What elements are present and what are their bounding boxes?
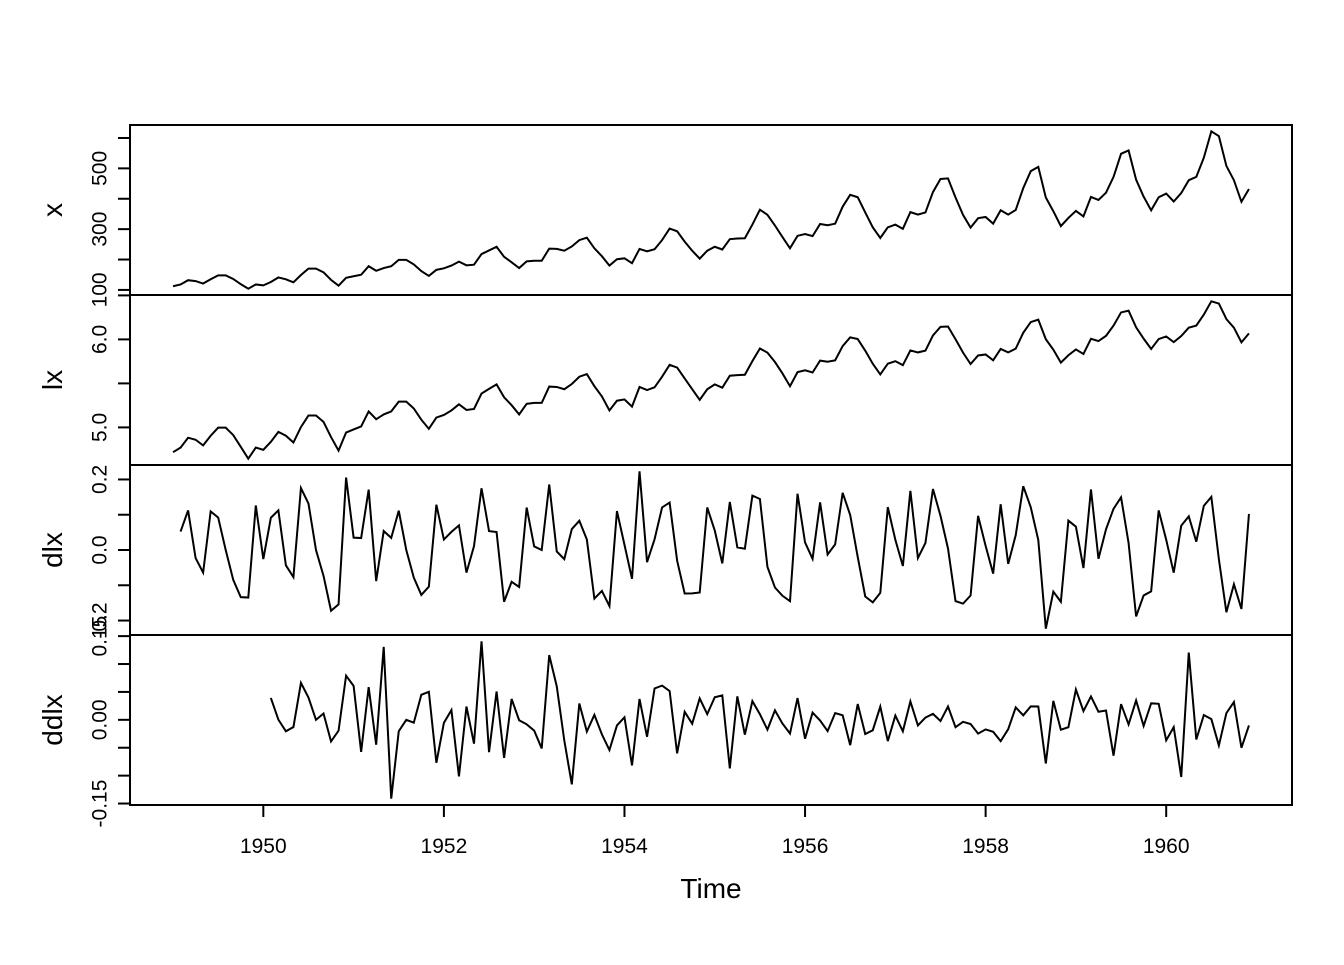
x-tick-label: 1954 bbox=[601, 835, 648, 858]
x-tick-label: 1960 bbox=[1143, 835, 1190, 858]
y-tick-label-lx: 6.0 bbox=[88, 325, 111, 354]
panel-label-lx: lx bbox=[37, 370, 68, 390]
y-tick-label-ddlx: 0.00 bbox=[88, 699, 111, 740]
panel-dlx: -0.2 0.0 0.2 dlx bbox=[37, 464, 1293, 639]
y-tick-label-ddlx: -0.15 bbox=[88, 780, 111, 828]
panel-label-dlx: dlx bbox=[37, 532, 68, 568]
y-tick-label-lx: 5.0 bbox=[88, 413, 111, 442]
panels-group: 100 300 500 x 5.0 6.0 lx -0.2 0.0 0.2 dlx -0.15 0.00… bbox=[37, 124, 1293, 828]
x-tick-label: 1956 bbox=[782, 835, 829, 858]
y-tick-label-ddlx: 0.15 bbox=[88, 616, 111, 657]
y-tick-label-x: 100 bbox=[88, 272, 111, 307]
x-tick-label: 1958 bbox=[962, 835, 1009, 858]
x-tick-label: 1952 bbox=[421, 835, 468, 858]
x-axis-title: Time bbox=[680, 873, 741, 904]
panel-label-ddlx: ddlx bbox=[37, 694, 68, 745]
series-line-lx bbox=[172, 300, 1250, 461]
series-line-dlx bbox=[179, 471, 1250, 629]
panel-ddlx: -0.15 0.00 0.15 ddlx bbox=[37, 616, 1293, 828]
x-axis-group: 1950 1952 1954 1956 1958 1960 bbox=[240, 805, 1190, 858]
y-tick-label-dlx: -0.2 bbox=[88, 602, 111, 638]
y-tick-label-dlx: 0.2 bbox=[88, 465, 111, 494]
panel-label-x: x bbox=[37, 203, 68, 217]
y-tick-label-dlx: 0.0 bbox=[88, 535, 111, 564]
y-tick-label-x: 300 bbox=[88, 212, 111, 247]
series-line-ddlx bbox=[269, 641, 1250, 799]
x-tick-label: 1950 bbox=[240, 835, 287, 858]
series-line-x bbox=[172, 129, 1250, 290]
y-tick-label-x: 500 bbox=[88, 151, 111, 186]
